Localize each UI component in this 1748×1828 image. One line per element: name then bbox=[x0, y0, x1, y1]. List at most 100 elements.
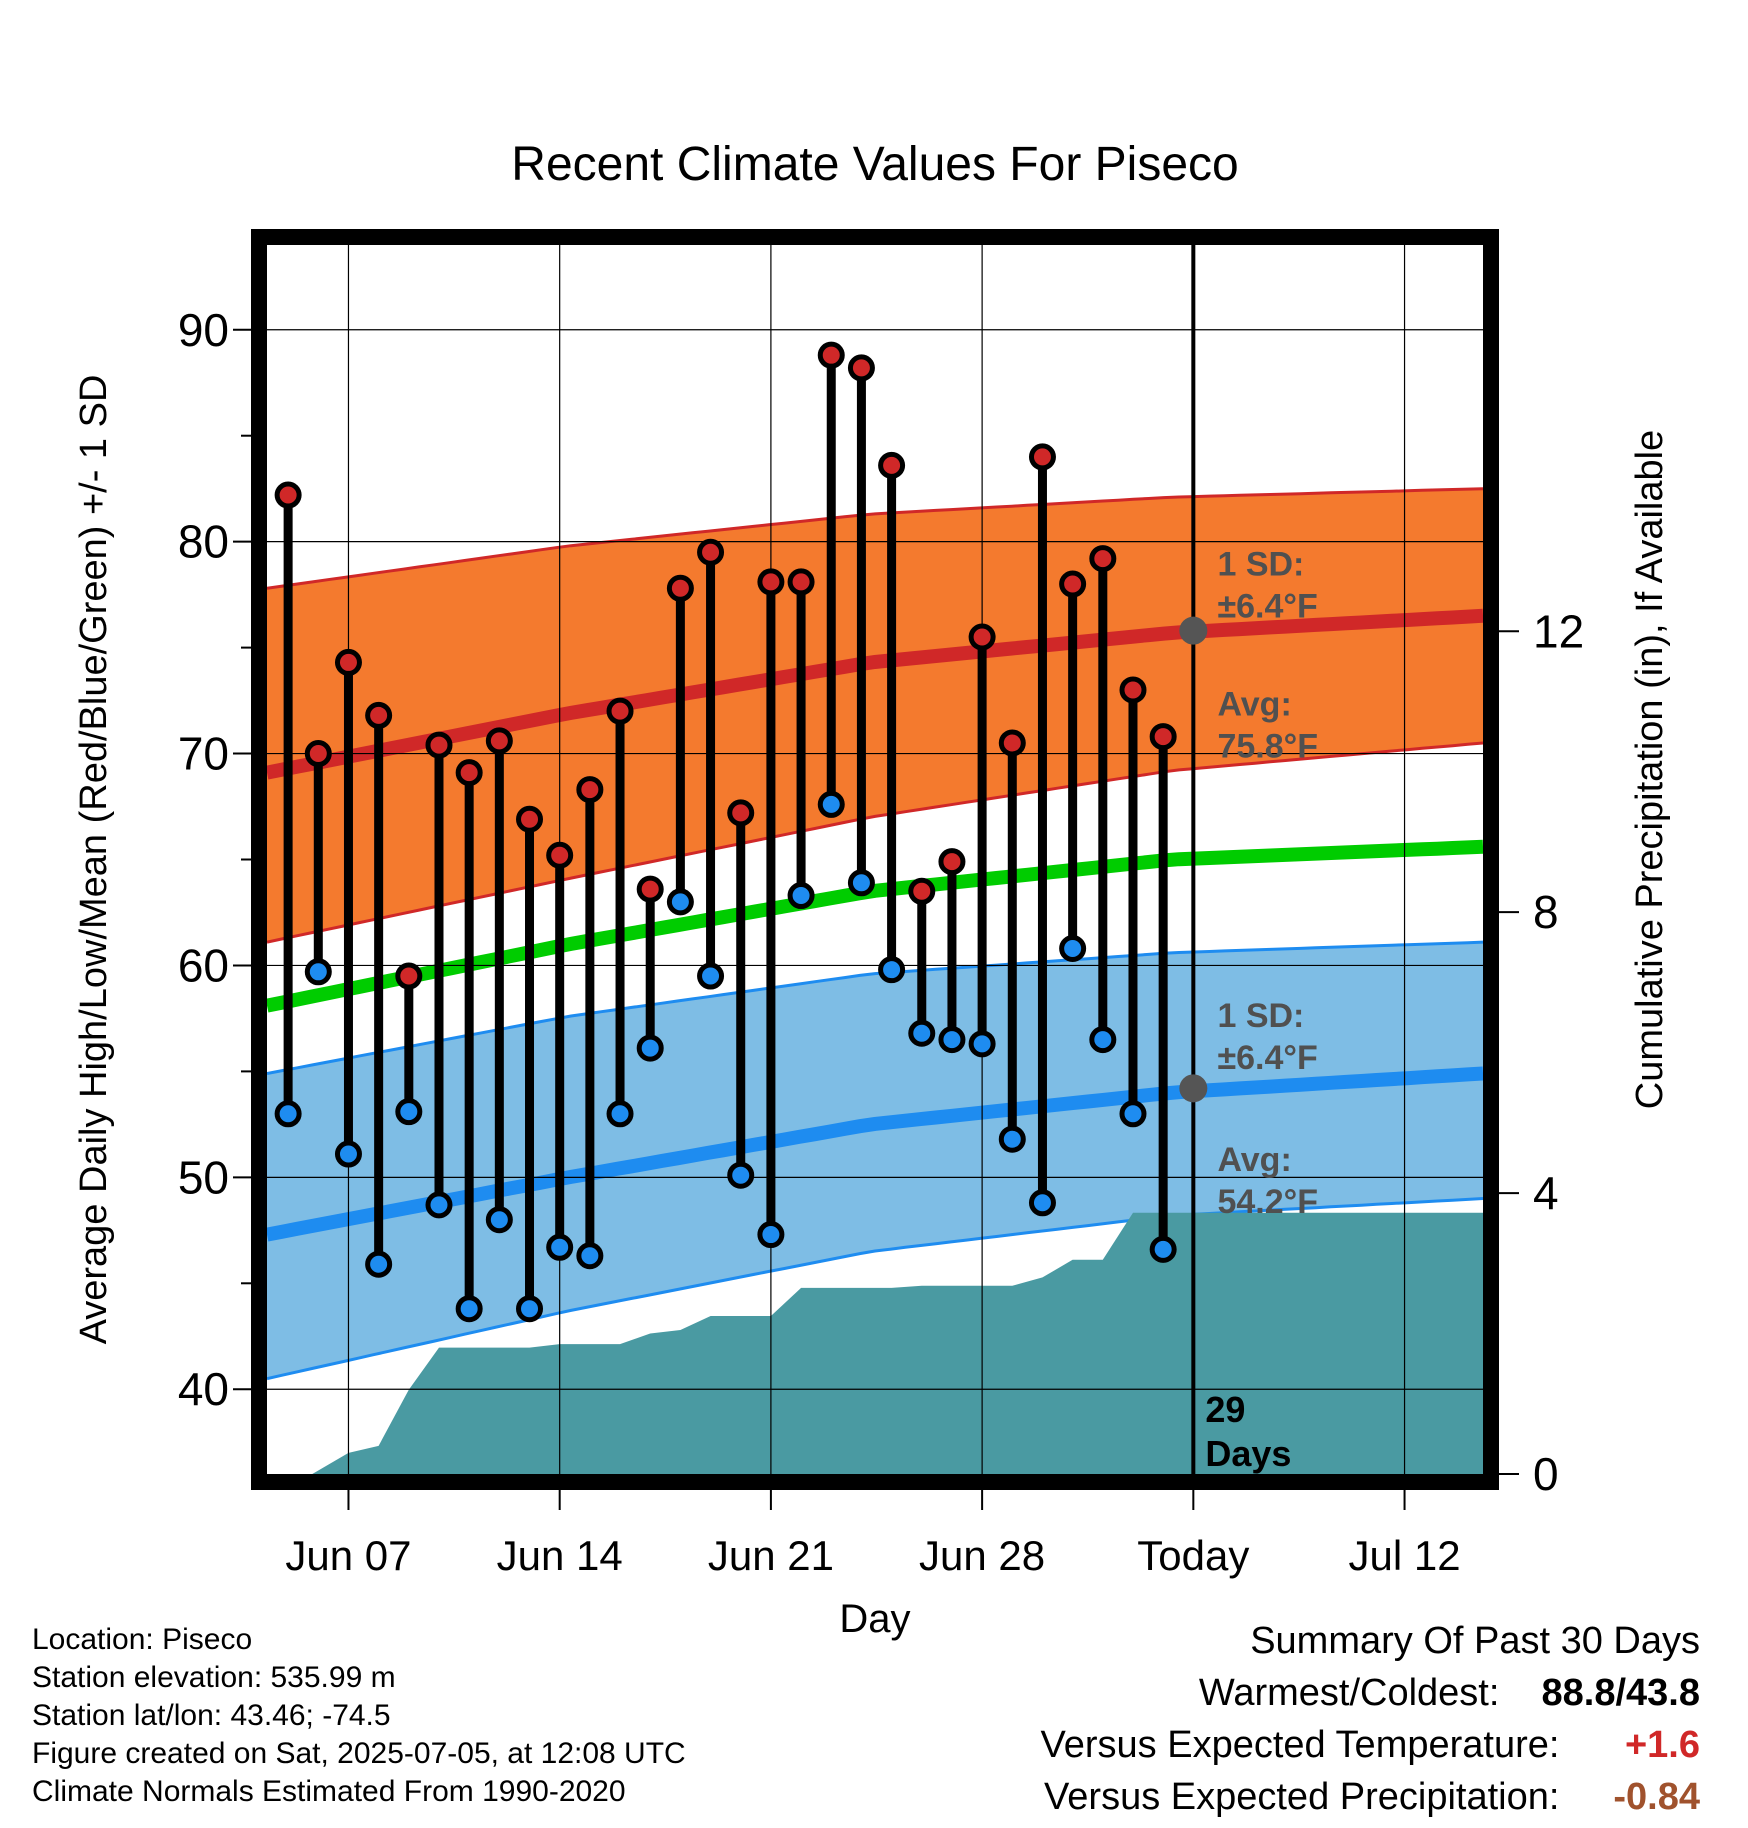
daily-high-point bbox=[636, 875, 664, 903]
daily-low-point bbox=[727, 1161, 755, 1189]
y-tick-label: 90 bbox=[178, 304, 229, 356]
x-tick-label: Jun 21 bbox=[708, 1532, 834, 1579]
y2-tick-label: 0 bbox=[1533, 1448, 1559, 1500]
precip-area bbox=[267, 1212, 1483, 1474]
daily-low-point bbox=[968, 1030, 996, 1058]
daily-high-point bbox=[697, 538, 725, 566]
daily-high-point bbox=[1028, 443, 1056, 471]
daily-high-point bbox=[334, 648, 362, 676]
temp-label: Versus Expected Temperature: bbox=[1040, 1724, 1560, 1766]
today-normal-marker bbox=[1179, 1074, 1208, 1103]
high-sd-band-upper-edge bbox=[267, 487, 1483, 590]
warm-cold-value: 88.8/43.8 bbox=[1541, 1672, 1700, 1714]
daily-low-point bbox=[1028, 1189, 1056, 1217]
daily-high-point bbox=[727, 799, 755, 827]
days-word-label: Days bbox=[1205, 1433, 1291, 1474]
daily-low-point bbox=[636, 1034, 664, 1062]
station-info: Location: Piseco Station elevation: 535.… bbox=[32, 1621, 686, 1811]
y2-tick-label: 12 bbox=[1533, 605, 1584, 657]
y2-tick-label: 8 bbox=[1533, 886, 1559, 938]
daily-high-point bbox=[847, 354, 875, 382]
daily-high-point bbox=[455, 759, 483, 787]
precip-value: -0.84 bbox=[1613, 1776, 1700, 1818]
daily-high-point bbox=[787, 568, 815, 596]
daily-high-point bbox=[998, 729, 1026, 757]
summary-title: Summary Of Past 30 Days bbox=[1250, 1620, 1700, 1663]
daily-high-point bbox=[878, 451, 906, 479]
elevation-text: Station elevation: 535.99 m bbox=[32, 1661, 396, 1694]
daily-low-point bbox=[1149, 1235, 1177, 1263]
warm-cold-label: Warmest/Coldest: bbox=[1198, 1672, 1500, 1714]
y-tick-label: 40 bbox=[178, 1363, 229, 1415]
daily-low-point bbox=[1059, 934, 1087, 962]
created-text: Figure created on Sat, 2025-07-05, at 12… bbox=[32, 1737, 686, 1770]
today-normal-marker bbox=[1179, 616, 1208, 645]
latlon-text: Station lat/lon: 43.46; -74.5 bbox=[32, 1699, 391, 1732]
daily-low-point bbox=[395, 1098, 423, 1126]
summary-warm-cold: Warmest/Coldest: 88.8/43.8 bbox=[1199, 1672, 1700, 1715]
daily-low-point bbox=[516, 1295, 544, 1323]
daily-high-point bbox=[1119, 676, 1147, 704]
high-sd-band bbox=[267, 488, 1483, 943]
annotation-value: 75.8°F bbox=[1217, 727, 1318, 765]
daily-high-point bbox=[304, 740, 332, 768]
daily-low-point bbox=[274, 1100, 302, 1128]
annotation-label: Avg: bbox=[1217, 1141, 1291, 1179]
x-axis-label: Day bbox=[839, 1597, 910, 1641]
daily-low-point bbox=[606, 1100, 634, 1128]
daily-high-point bbox=[938, 848, 966, 876]
daily-high-point bbox=[908, 877, 936, 905]
daily-low-point bbox=[304, 958, 332, 986]
y-tick-label: 50 bbox=[178, 1151, 229, 1203]
daily-high-point bbox=[1059, 570, 1087, 598]
normals-text: Climate Normals Estimated From 1990-2020 bbox=[32, 1775, 626, 1808]
annotation-value: 54.2°F bbox=[1217, 1183, 1318, 1221]
daily-low-point bbox=[697, 962, 725, 990]
daily-high-point bbox=[666, 574, 694, 602]
y2-tick-label: 4 bbox=[1533, 1167, 1559, 1219]
temp-value: +1.6 bbox=[1624, 1724, 1700, 1766]
daily-low-point bbox=[847, 869, 875, 897]
daily-low-point bbox=[1119, 1100, 1147, 1128]
annotation-value: ±6.4°F bbox=[1217, 1039, 1317, 1077]
daily-low-point bbox=[425, 1191, 453, 1219]
annotation-label: 1 SD: bbox=[1217, 997, 1304, 1035]
daily-high-point bbox=[485, 727, 513, 755]
summary-temp: Versus Expected Temperature: +1.6 bbox=[1041, 1724, 1700, 1767]
daily-high-point bbox=[274, 481, 302, 509]
daily-high-point bbox=[606, 697, 634, 725]
summary-precip: Versus Expected Precipitation: -0.84 bbox=[1044, 1776, 1700, 1819]
daily-high-point bbox=[1089, 545, 1117, 573]
daily-low-point bbox=[546, 1233, 574, 1261]
daily-low-point bbox=[1089, 1026, 1117, 1054]
daily-low-point bbox=[334, 1140, 362, 1168]
daily-high-point bbox=[516, 805, 544, 833]
x-tick-label: Jun 07 bbox=[285, 1532, 411, 1579]
daily-low-point bbox=[576, 1242, 604, 1270]
summary-title-text: Summary Of Past 30 Days bbox=[1250, 1620, 1700, 1662]
daily-high-point bbox=[546, 841, 574, 869]
daily-high-point bbox=[365, 701, 393, 729]
plot-area: 1 SD: ±6.4°F Avg: 75.8°F 1 SD: ±6.4°F Avg: 54.2… bbox=[267, 245, 1483, 1474]
daily-low-point bbox=[455, 1295, 483, 1323]
daily-low-point bbox=[485, 1206, 513, 1234]
daily-high-point bbox=[1149, 723, 1177, 751]
x-tick-label: Jun 14 bbox=[497, 1532, 623, 1579]
annotation-label: 1 SD: bbox=[1217, 546, 1304, 584]
y-axis-label-left: Average Daily High/Low/Mean (Red/Blue/Gr… bbox=[73, 375, 115, 1345]
daily-low-point bbox=[998, 1125, 1026, 1153]
y-tick-label: 80 bbox=[178, 516, 229, 568]
low-sd-band-lower-edge bbox=[267, 1197, 1483, 1381]
plot-frame bbox=[251, 229, 1499, 1490]
y-axis-label-right: Cumulative Precipitation (in), If Availa… bbox=[1629, 430, 1671, 1109]
annotation-label: Avg: bbox=[1217, 685, 1291, 723]
normal-high-line bbox=[267, 608, 1483, 780]
precip-label: Versus Expected Precipitation: bbox=[1044, 1776, 1560, 1818]
x-tick-label: Jun 28 bbox=[919, 1532, 1045, 1579]
daily-high-point bbox=[425, 731, 453, 759]
x-tick-label: Today bbox=[1137, 1532, 1249, 1579]
daily-low-point bbox=[817, 790, 845, 818]
daily-low-point bbox=[757, 1221, 785, 1249]
daily-high-point bbox=[576, 776, 604, 804]
